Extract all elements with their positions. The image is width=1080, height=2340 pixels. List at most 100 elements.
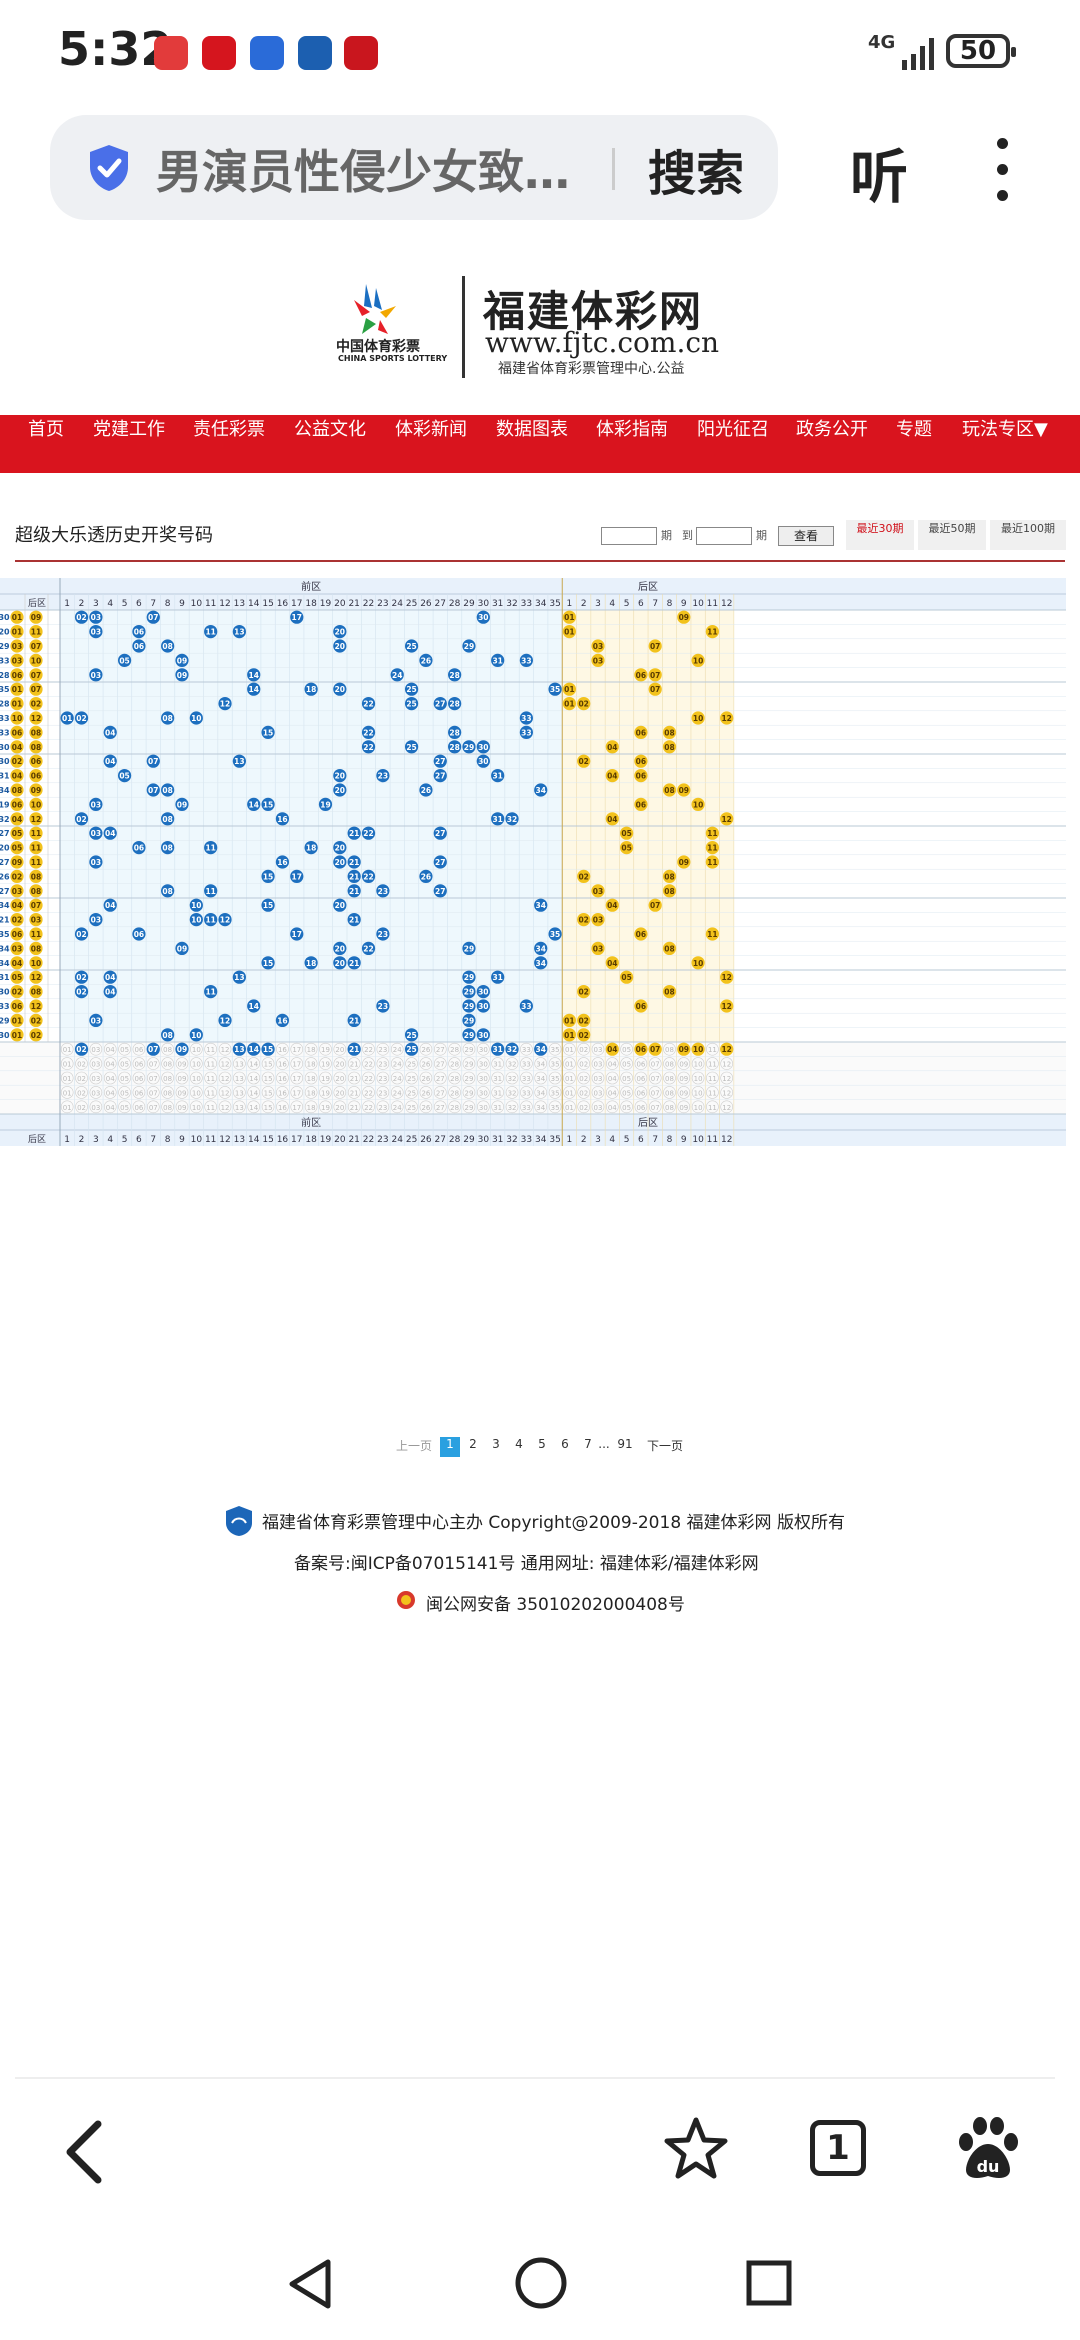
query-button[interactable]: 查看 xyxy=(778,526,834,546)
pager-page-1[interactable]: 1 xyxy=(440,1437,460,1457)
back-number-ball xyxy=(720,812,734,826)
front-number-ball-label: 09 xyxy=(177,944,187,953)
stat-back-cell: 02 xyxy=(579,1104,588,1112)
front-number-ball xyxy=(189,1028,203,1042)
pager-prev[interactable]: 上一页 xyxy=(395,1439,432,1453)
row-back-ball-a-label: 05 xyxy=(12,829,22,838)
nav-item-sunshine[interactable]: 阳光征召 xyxy=(697,419,769,440)
back-col-header: 1 xyxy=(567,599,573,609)
row-front-tail: 35 xyxy=(0,685,10,694)
back-number-ball-label: 01 xyxy=(564,685,574,694)
front-col-header: 30 xyxy=(478,599,490,609)
nav-item-culture[interactable]: 公益文化 xyxy=(294,419,366,440)
row-back-ball-a-label: 06 xyxy=(12,800,22,809)
tab-recent-50[interactable]: 最近50期 xyxy=(918,520,986,550)
row-back-ball-b xyxy=(29,740,43,754)
row-back-ball-a xyxy=(10,869,24,883)
nav-item-data-charts[interactable]: 数据图表 xyxy=(496,419,568,440)
pager-page-5[interactable]: 5 xyxy=(538,1437,546,1451)
back-col-header: 3 xyxy=(595,599,601,609)
stat-front-ball xyxy=(261,1042,275,1056)
stat-back-cell: 09 xyxy=(679,1104,688,1112)
tabs-button[interactable]: 1 xyxy=(810,2120,866,2176)
baidu-paw-icon[interactable]: du xyxy=(956,2116,1020,2182)
back-number-ball xyxy=(634,754,648,768)
front-number-ball xyxy=(161,711,175,725)
row-front-tail: 33 xyxy=(0,714,10,723)
pager-page-6[interactable]: 6 xyxy=(561,1437,569,1451)
listen-button[interactable]: 听 xyxy=(850,143,909,211)
pager-page-7[interactable]: 7 xyxy=(584,1437,592,1451)
stat-front-cell: 28 xyxy=(450,1075,459,1083)
pager-page-last[interactable]: 91 xyxy=(617,1437,633,1451)
system-home-icon[interactable] xyxy=(514,2256,568,2310)
front-number-ball-label: 16 xyxy=(277,858,287,867)
nav-item-party[interactable]: 党建工作 xyxy=(93,419,165,440)
front-number-ball xyxy=(218,697,232,711)
more-menu-icon[interactable] xyxy=(992,138,1012,202)
footer-icp[interactable]: 备案号:闽ICP备07015141号 通用网址: 福建体彩/福建体彩网 xyxy=(294,1554,759,1574)
back-number-ball xyxy=(662,869,677,883)
nav-item-topics[interactable]: 专题 xyxy=(896,419,932,440)
front-number-ball xyxy=(304,682,318,696)
start-period-input[interactable] xyxy=(601,527,657,545)
row-front-tail: 34 xyxy=(0,786,10,795)
front-number-ball-label: 12 xyxy=(220,1016,230,1025)
back-number-ball-label: 08 xyxy=(664,988,674,997)
front-col-header: 16 xyxy=(277,599,289,609)
back-number-ball xyxy=(720,970,734,984)
front-number-ball xyxy=(433,754,447,768)
back-number-ball xyxy=(591,913,605,927)
front-col-header: 4 xyxy=(107,599,113,609)
pager-next[interactable]: 下一页 xyxy=(646,1439,683,1453)
stat-front-ball-label: 32 xyxy=(507,1045,517,1054)
nav-item-responsibility[interactable]: 责任彩票 xyxy=(193,419,265,440)
front-col-header: 26 xyxy=(420,1135,432,1145)
front-number-ball xyxy=(175,797,189,811)
stat-front-cell: 29 xyxy=(465,1075,474,1083)
blue-app-icon xyxy=(250,36,284,70)
stat-back-cell: 01 xyxy=(565,1089,574,1097)
back-number-ball xyxy=(720,999,734,1013)
stat-front-cell: 35 xyxy=(551,1089,560,1097)
back-number-ball xyxy=(577,754,591,768)
footer-security[interactable]: 闽公网安备 35010202000408号 xyxy=(426,1595,685,1615)
tab-recent-100[interactable]: 最近100期 xyxy=(990,520,1066,550)
stat-front-cell: 22 xyxy=(364,1104,373,1112)
back-col-header: 8 xyxy=(667,599,673,609)
back-icon[interactable] xyxy=(62,2120,106,2184)
nav-item-news[interactable]: 体彩新闻 xyxy=(395,419,467,440)
tab-recent-30[interactable]: 最近30期 xyxy=(846,520,914,550)
front-number-ball-label: 27 xyxy=(435,858,445,867)
pager-page-3[interactable]: 3 xyxy=(492,1437,500,1451)
front-number-ball xyxy=(347,913,361,927)
row-back-ball-b-label: 11 xyxy=(31,844,41,853)
front-number-ball-label: 19 xyxy=(320,800,330,809)
nav-item-gov[interactable]: 政务公开 xyxy=(796,419,868,440)
end-period-input[interactable] xyxy=(696,527,752,545)
row-front-tail: 30 xyxy=(0,743,10,752)
stat-front-ball xyxy=(404,1042,419,1056)
stat-front-cell: 27 xyxy=(436,1061,445,1069)
row-back-ball-a xyxy=(10,1013,24,1027)
search-query-text[interactable]: 男演员性侵少女致… xyxy=(156,145,570,199)
front-number-ball-label: 23 xyxy=(378,930,388,939)
lottery-app-icon xyxy=(202,36,236,70)
star-bookmark-icon[interactable] xyxy=(662,2116,730,2182)
system-back-icon[interactable] xyxy=(286,2258,334,2310)
stat-front-cell: 23 xyxy=(378,1046,387,1054)
nav-item-home[interactable]: 首页 xyxy=(28,419,64,440)
network-indicator: 4G xyxy=(868,34,895,52)
row-back-ball-a xyxy=(10,956,24,970)
front-number-ball-label: 31 xyxy=(492,656,502,665)
nav-item-games[interactable]: 玩法专区▼ xyxy=(962,419,1048,440)
pager-page-4[interactable]: 4 xyxy=(515,1437,523,1451)
front-number-ball-label: 22 xyxy=(363,743,373,752)
back-number-ball-label: 12 xyxy=(721,815,731,824)
system-recents-icon[interactable] xyxy=(746,2260,792,2306)
search-button[interactable]: 搜索 xyxy=(648,146,745,202)
nav-item-guide[interactable]: 体彩指南 xyxy=(596,419,668,440)
site-name[interactable]: 福建体彩网 xyxy=(483,287,704,336)
address-search-box[interactable] xyxy=(50,115,778,220)
pager-page-2[interactable]: 2 xyxy=(469,1437,477,1451)
